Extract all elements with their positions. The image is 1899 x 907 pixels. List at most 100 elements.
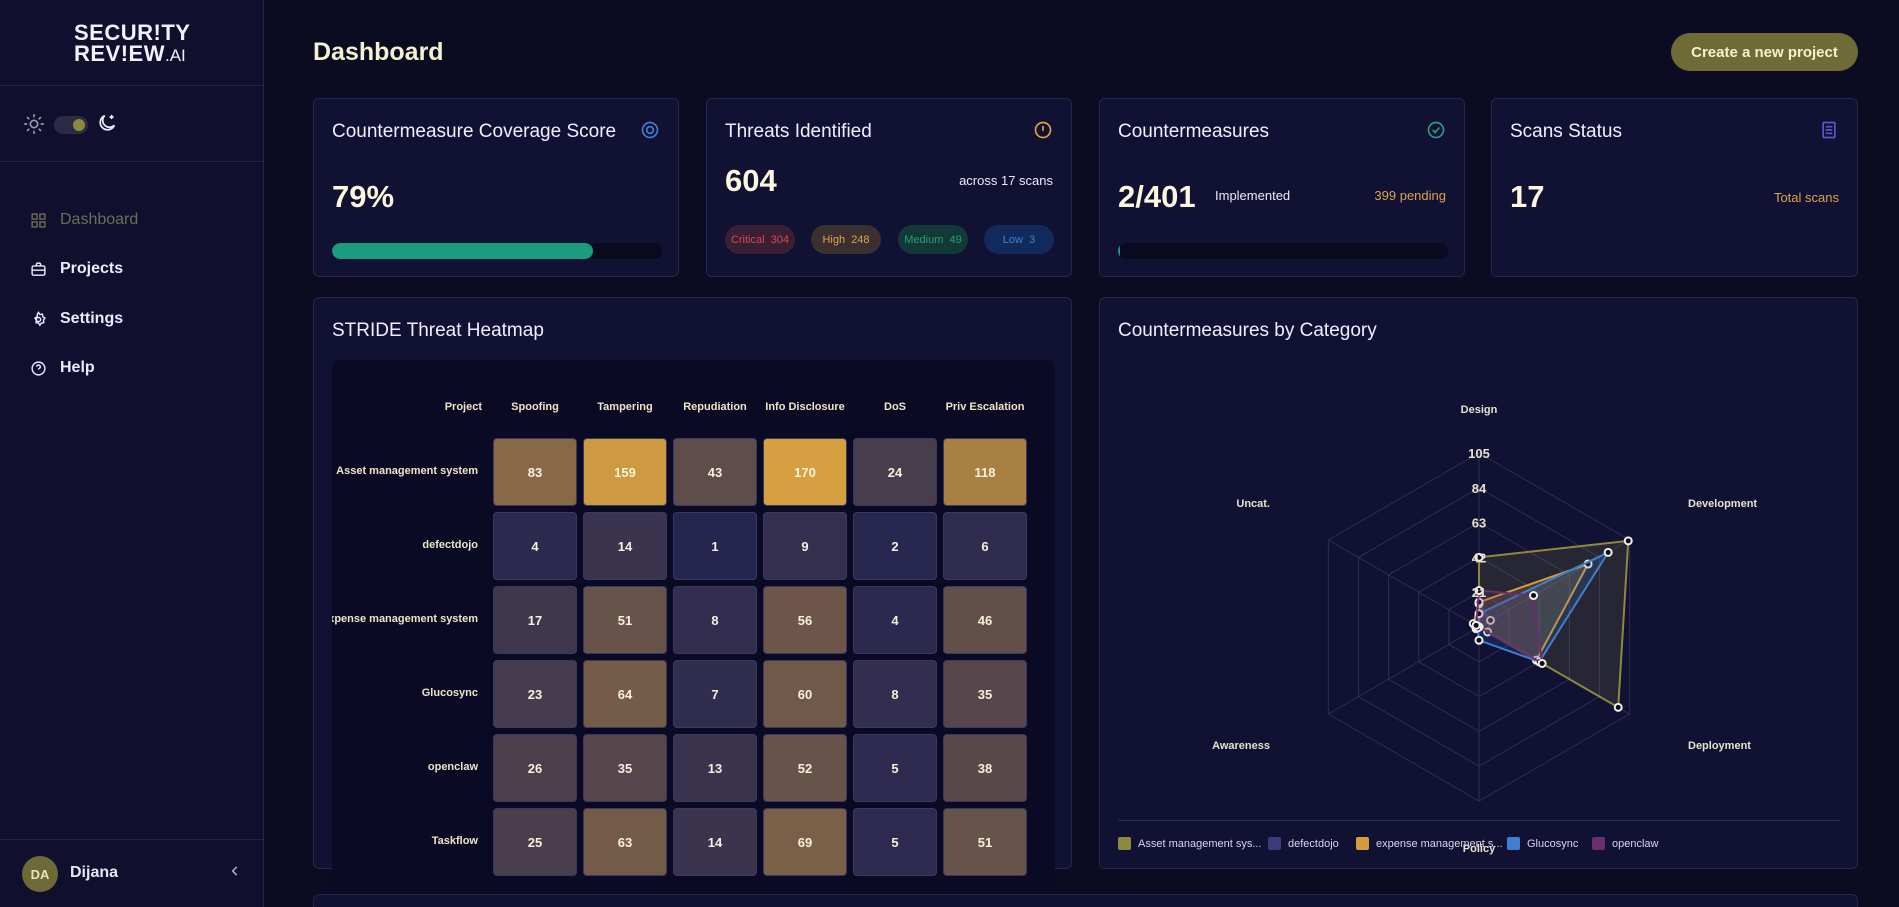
heatmap-cell[interactable]: 2 <box>853 512 937 580</box>
critical-pill[interactable]: Critical 304 <box>725 225 795 254</box>
threats-value: 604 <box>725 163 777 198</box>
legend-label: defectdojo <box>1288 837 1339 850</box>
heatmap-cell[interactable]: 170 <box>763 438 847 506</box>
heatmap-cell[interactable]: 24 <box>853 438 937 506</box>
sun-icon[interactable] <box>23 113 45 135</box>
heatmap-cell[interactable]: 13 <box>673 734 757 802</box>
document-icon <box>1822 121 1836 139</box>
radar-axis-label: Policy <box>1463 843 1496 855</box>
heatmap-cell[interactable]: 60 <box>763 660 847 728</box>
high-pill[interactable]: High 248 <box>811 225 881 254</box>
bottom-card <box>313 894 1858 907</box>
coverage-progress <box>332 243 662 259</box>
threats-subtitle: across 17 scans <box>959 173 1053 188</box>
scans-card: Scans Status 17 Total scans <box>1491 98 1858 277</box>
countermeasures-title: Countermeasures <box>1118 121 1270 142</box>
heatmap-column-header: Spoofing <box>511 401 559 413</box>
grid-icon <box>31 212 46 228</box>
countermeasures-card: Countermeasures 2/401 Implemented 399 pe… <box>1099 98 1465 277</box>
theme-toggle[interactable] <box>54 116 88 134</box>
legend-item[interactable]: Glucosync <box>1507 837 1578 850</box>
legend-item[interactable]: Asset management sys... <box>1118 837 1262 850</box>
heatmap-cell[interactable]: 51 <box>943 808 1027 876</box>
radar-axis-label: Deployment <box>1688 740 1751 752</box>
legend-item[interactable]: openclaw <box>1592 837 1658 850</box>
heatmap-row-label: defectdojo <box>422 539 478 551</box>
radar-point <box>1603 547 1613 557</box>
legend-swatch <box>1268 837 1281 850</box>
logo[interactable]: SECUR!TY REV!EW.AI <box>0 0 264 86</box>
heatmap-cell[interactable]: 9 <box>763 512 847 580</box>
heatmap-cell[interactable]: 35 <box>583 734 667 802</box>
sidebar-item-help[interactable]: Help <box>30 356 95 380</box>
radar-tick-label: 21 <box>1472 585 1486 600</box>
heatmap-cell[interactable]: 5 <box>853 734 937 802</box>
heatmap-cell[interactable]: 4 <box>493 512 577 580</box>
heatmap-cell[interactable]: 25 <box>493 808 577 876</box>
heatmap-row-label: expense management system <box>332 613 478 625</box>
sidebar-item-label: Dashboard <box>60 211 139 228</box>
briefcase-icon <box>31 261 46 276</box>
heatmap-cell[interactable]: 1 <box>673 512 757 580</box>
sidebar-item-projects[interactable]: Projects <box>30 257 123 281</box>
create-project-button[interactable]: Create a new project <box>1671 33 1858 71</box>
moon-icon[interactable] <box>96 112 118 134</box>
heatmap-cell[interactable]: 14 <box>583 512 667 580</box>
user-profile[interactable]: DA Dijana <box>0 839 264 907</box>
legend-label: expense management s... <box>1376 837 1503 850</box>
radar-series-area <box>1475 589 1544 666</box>
heatmap-cell[interactable]: 8 <box>673 586 757 654</box>
heatmap-cell[interactable]: 46 <box>943 586 1027 654</box>
pill-count: 3 <box>1029 233 1036 246</box>
heatmap-cell[interactable]: 17 <box>493 586 577 654</box>
heatmap-cell[interactable]: 26 <box>493 734 577 802</box>
scans-label: Total scans <box>1773 190 1839 205</box>
sidebar-item-dashboard[interactable]: Dashboard <box>30 208 138 232</box>
pill-count: 248 <box>851 233 870 246</box>
heatmap-cell[interactable]: 6 <box>943 512 1027 580</box>
heatmap-cell[interactable]: 5 <box>853 808 937 876</box>
heatmap-cell[interactable]: 118 <box>943 438 1027 506</box>
heatmap-row-label: Asset management system <box>336 465 478 477</box>
heatmap-cell[interactable]: 4 <box>853 586 937 654</box>
heatmap-cell[interactable]: 83 <box>493 438 577 506</box>
medium-pill[interactable]: Medium 49 <box>898 225 968 254</box>
radar-tick-label: 42 <box>1472 550 1486 565</box>
heatmap-cell[interactable]: 159 <box>583 438 667 506</box>
heatmap-cell[interactable]: 69 <box>763 808 847 876</box>
legend-item[interactable]: expense management s... <box>1356 837 1503 850</box>
legend-item[interactable]: defectdojo <box>1268 837 1339 850</box>
radar-tick-label: 84 <box>1472 481 1487 496</box>
logo-text: SECUR!TY REV!EW.AI <box>74 22 190 66</box>
heatmap-cell[interactable]: 64 <box>583 660 667 728</box>
heatmap-cell[interactable]: 7 <box>673 660 757 728</box>
radar-spoke <box>1328 626 1480 715</box>
radar-point <box>1474 586 1484 596</box>
legend-label: Glucosync <box>1527 837 1579 850</box>
heatmap-cell[interactable]: 63 <box>583 808 667 876</box>
sidebar-item-settings[interactable]: Settings <box>30 307 123 331</box>
heatmap-column-header: Tampering <box>597 401 653 413</box>
project-column-header: Project <box>444 401 482 413</box>
stride-heatmap-card: STRIDE Threat Heatmap Project Spoofing Ta… <box>313 297 1072 907</box>
heatmap-cell[interactable]: 38 <box>943 734 1027 802</box>
countermeasures-pending: 399 pending <box>1374 188 1446 203</box>
heatmap-cell[interactable]: 8 <box>853 660 937 728</box>
heatmap-cell[interactable]: 35 <box>943 660 1027 728</box>
low-pill[interactable]: Low 3 <box>984 225 1054 254</box>
scans-title: Scans Status <box>1510 121 1622 142</box>
chevron-left-icon[interactable] <box>228 864 242 878</box>
heatmap-cell[interactable]: 56 <box>763 586 847 654</box>
heatmap-cell[interactable]: 43 <box>673 438 757 506</box>
coverage-title: Countermeasure Coverage Score <box>332 121 617 142</box>
heatmap-cell[interactable]: 51 <box>583 586 667 654</box>
gear-icon <box>33 310 46 326</box>
heatmap-cell[interactable]: 23 <box>493 660 577 728</box>
heatmap-cell[interactable]: 52 <box>763 734 847 802</box>
countermeasures-value: 2/401 <box>1118 179 1196 214</box>
heatmap-cell[interactable]: 14 <box>673 808 757 876</box>
countermeasures-radar-card: Countermeasures by Category 21 42 63 84 105 D… <box>1099 297 1858 869</box>
help-circle-icon <box>31 360 46 376</box>
radar-tick-label: 105 <box>1468 446 1490 461</box>
avatar[interactable]: DA <box>22 856 58 892</box>
